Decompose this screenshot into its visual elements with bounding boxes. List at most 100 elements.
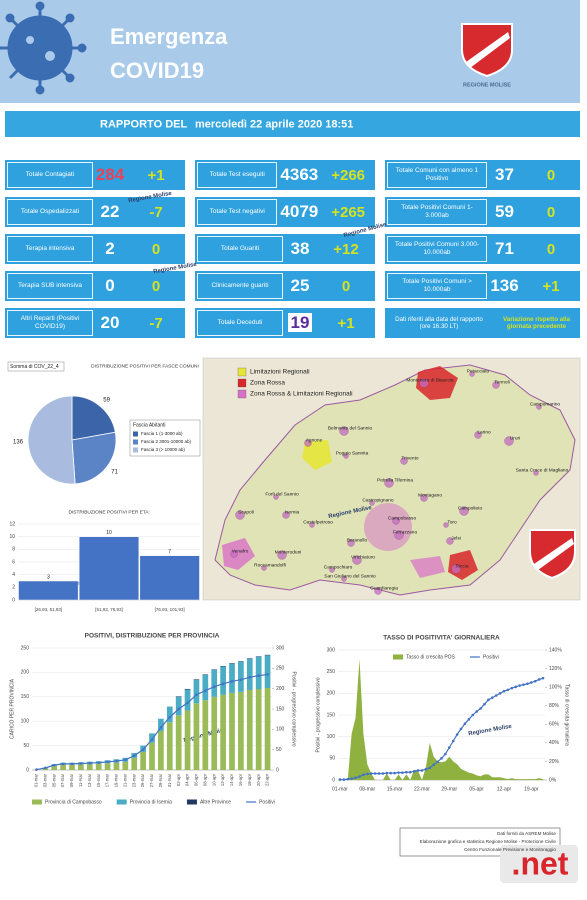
y-tick-label: 100 [21,719,30,725]
line-marker [471,713,475,717]
bar-segment [255,688,262,770]
line-marker [498,692,502,695]
town-label: Vinchiaturo [351,554,375,560]
chart-title: POSITIVI, DISTRIBUZIONE PER PROVINCIA [85,633,220,640]
line-marker [405,770,408,774]
line-marker [467,718,471,721]
town-marker [273,494,279,500]
line-marker [124,758,127,762]
line-marker [159,726,163,729]
line-marker [266,673,269,676]
map-legend-swatch [237,389,247,399]
line-marker [459,727,463,731]
line-marker [350,777,353,780]
town-label: Castropignano [362,497,394,503]
line-marker [141,748,145,751]
line-marker [502,689,506,693]
line-marker [444,752,447,756]
line-marker [385,771,389,775]
line-marker [487,698,490,702]
bar-segment [60,764,66,770]
chart-title: TASSO DI POSITIVITA' GIORNALIERA [383,635,500,642]
virus-icon [0,1,87,95]
bar-segment [122,761,129,770]
y2-tick-label: 0% [549,777,557,783]
x-tick-label: 13-mar [87,773,92,787]
line-marker [506,688,510,692]
net-logo-bg [500,845,578,883]
line-marker [412,770,416,773]
pink-zone [410,556,445,578]
line-marker [408,770,412,774]
y2-tick-label: 60% [549,722,560,728]
bar [18,580,79,601]
bar-segment [264,688,271,770]
line-marker [526,682,529,686]
x-tick-label: 04-apr [185,773,190,786]
footer-line: Dati forniti da ASREM Molise [497,831,556,836]
town-marker [474,431,482,439]
x-tick-label: 09-mar [69,773,74,787]
footer-line: Elaborazione grafica e statistica Region… [420,839,557,844]
bar-segment [86,764,93,770]
pie-label: Somma di COV_22_4 [10,364,59,370]
line-marker [97,761,100,764]
x-tick-label: 20-apr [256,773,261,786]
legend-swatch [393,654,403,660]
yellow-zone [302,440,332,470]
y-tick-label: 100 [327,734,336,740]
line-marker [448,746,451,749]
x-tick-label: 07-mar [60,773,65,787]
town-marker [419,378,429,388]
town-label: Baranello [347,537,368,543]
x-tick-label: 29-mar [441,786,457,792]
town-marker [347,539,355,547]
x-tick-label: 10-apr [211,773,216,786]
bar-segment [202,700,209,770]
line-marker [168,715,172,719]
y2-tick-label: 40% [549,740,560,746]
town-label: Jelsi [451,535,461,541]
x-tick-label: 19-apr [524,786,539,792]
y-tick-label: 250 [21,645,30,651]
line-marker [377,772,381,775]
x-tick-label: 05-apr [469,786,484,792]
title-line-1: Emergenza [110,24,228,49]
line-marker [533,679,537,683]
legend-swatch [116,799,127,805]
x-tick-label: 01-mar [332,786,348,792]
town-label: Montagano [418,492,442,498]
town-marker [369,500,375,506]
line-marker [365,772,369,776]
legend-label: Altre Province [200,799,231,805]
line-marker [440,757,443,760]
y-tick-label: 150 [327,712,336,718]
x-tick-label: 21-mar [122,773,127,787]
bar-segment [246,658,253,690]
x-tick-label: 02-apr [176,773,181,786]
pie-label-box [7,361,65,372]
town-label: Toro [447,519,457,525]
x-tick-label: 06-apr [194,773,199,786]
line-marker [106,760,109,764]
line-marker [424,767,428,771]
town-label: Roccamandolfi [254,562,286,568]
line-marker [432,763,435,767]
line-marker [257,674,260,677]
y-tick-label: 50 [23,743,29,749]
legend-label: Positivi [483,654,499,660]
bar-segment [238,691,244,770]
town-label: Castelpetroso [303,519,333,525]
line-marker [518,684,521,687]
bar-segment [131,757,138,770]
line-marker [186,701,189,705]
x-tick-label: 08-mar [359,786,375,792]
town-label: Campochiaro [324,564,353,570]
report-bar [5,111,580,137]
town-label: Ururi [510,435,520,441]
line-marker [420,769,424,772]
y2-tick-label: 250 [276,666,285,672]
line-marker [239,678,243,682]
x-tick-label: 29-mar [158,773,163,787]
